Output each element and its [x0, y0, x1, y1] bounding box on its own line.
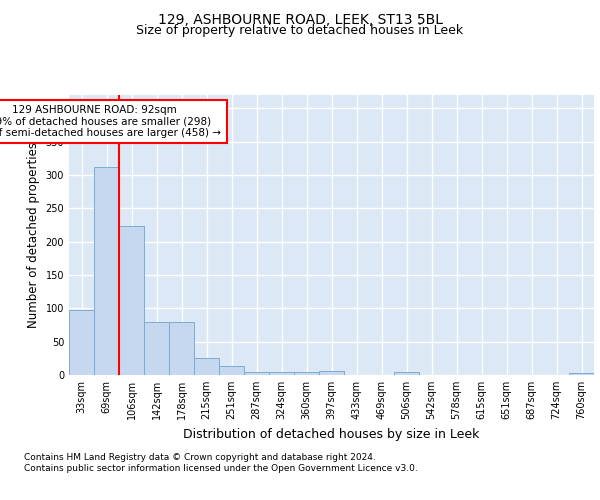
Bar: [69, 310, 94, 375]
Bar: [319, 371, 344, 375]
Bar: [244, 372, 269, 375]
Y-axis label: Number of detached properties: Number of detached properties: [27, 142, 40, 328]
Bar: [144, 322, 169, 375]
X-axis label: Distribution of detached houses by size in Leek: Distribution of detached houses by size …: [184, 428, 479, 440]
Text: Size of property relative to detached houses in Leek: Size of property relative to detached ho…: [136, 24, 464, 37]
Bar: [94, 167, 119, 375]
Bar: [394, 372, 419, 375]
Bar: [294, 372, 319, 375]
Text: 129 ASHBOURNE ROAD: 92sqm
← 39% of detached houses are smaller (298)
60% of semi: 129 ASHBOURNE ROAD: 92sqm ← 39% of detac…: [0, 105, 221, 138]
Bar: [569, 373, 594, 375]
Text: Contains HM Land Registry data © Crown copyright and database right 2024.: Contains HM Land Registry data © Crown c…: [24, 452, 376, 462]
Bar: [169, 322, 194, 375]
Text: Contains public sector information licensed under the Open Government Licence v3: Contains public sector information licen…: [24, 464, 418, 473]
Bar: [219, 366, 244, 375]
Bar: [119, 226, 144, 375]
Bar: [194, 358, 219, 375]
Text: 129, ASHBOURNE ROAD, LEEK, ST13 5BL: 129, ASHBOURNE ROAD, LEEK, ST13 5BL: [157, 12, 443, 26]
Bar: [269, 372, 294, 375]
